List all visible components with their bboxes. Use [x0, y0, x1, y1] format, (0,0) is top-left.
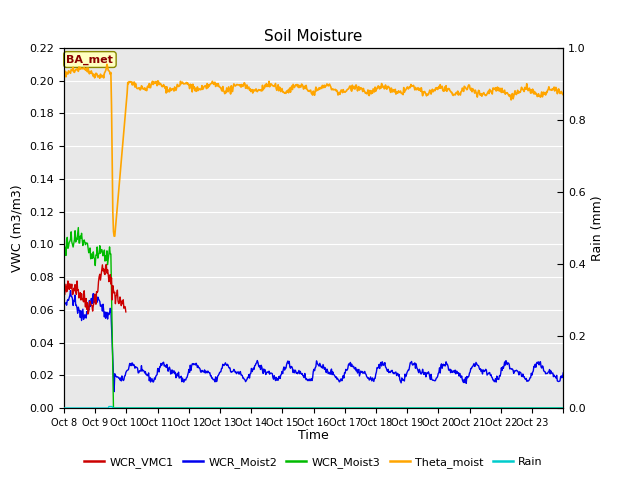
X-axis label: Time: Time: [298, 429, 329, 442]
Title: Soil Moisture: Soil Moisture: [264, 29, 363, 44]
Text: BA_met: BA_met: [67, 54, 113, 65]
Legend: WCR_VMC1, WCR_Moist2, WCR_Moist3, Theta_moist, Rain: WCR_VMC1, WCR_Moist2, WCR_Moist3, Theta_…: [80, 452, 547, 472]
Y-axis label: Rain (mm): Rain (mm): [591, 195, 604, 261]
Y-axis label: VWC (m3/m3): VWC (m3/m3): [11, 184, 24, 272]
